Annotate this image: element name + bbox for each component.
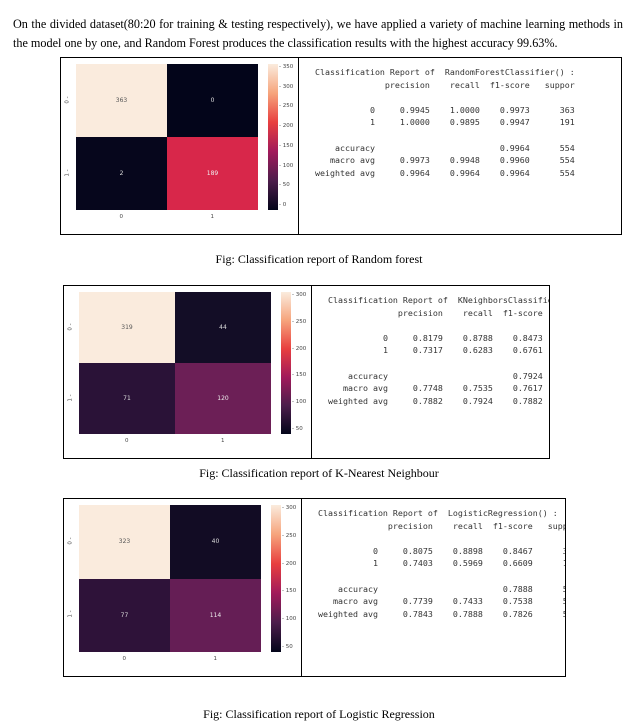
- colorbar: [281, 292, 291, 434]
- matrix-cell: 363: [76, 64, 167, 137]
- figure-3: 323 40 77 114 0 0 - 1 1 - - 300 - 250 - 200 - 150 - …: [63, 498, 566, 677]
- matrix-cell: 44: [175, 292, 271, 363]
- matrix-cell: 189: [167, 137, 258, 210]
- colorbar-tick: - 200: [279, 123, 294, 130]
- colorbar-tick: - 100: [279, 162, 294, 169]
- classification-report-panel: Classification Report of RandomForestCla…: [299, 58, 621, 234]
- confusion-matrix-heatmap: 363 0 2 189: [76, 64, 258, 210]
- colorbar: [271, 505, 281, 652]
- colorbar-tick: - 250: [292, 318, 307, 325]
- y-axis-tick: 1 -: [64, 168, 71, 177]
- matrix-cell: 2: [76, 137, 167, 210]
- y-axis-tick: 1 -: [67, 610, 74, 618]
- colorbar-tick: - 150: [282, 588, 297, 595]
- colorbar-tick: - 100: [292, 399, 307, 406]
- classification-report-text: Classification Report of LogisticRegress…: [318, 508, 565, 619]
- matrix-cell: 71: [79, 363, 175, 434]
- colorbar-tick: - 300: [292, 292, 307, 298]
- figure-caption: Fig: Classification report of Logistic R…: [203, 707, 435, 721]
- x-axis-tick: 1: [210, 214, 215, 220]
- x-axis-tick: 0: [119, 214, 124, 220]
- colorbar-tick: - 50: [292, 426, 303, 432]
- colorbar-tick: - 250: [279, 103, 294, 110]
- colorbar-tick: - 300: [282, 505, 297, 511]
- x-axis-tick: 0: [122, 656, 127, 662]
- figure-caption: Fig: Classification report of Random for…: [215, 252, 423, 266]
- colorbar-tick: - 200: [282, 560, 297, 567]
- colorbar-tick: - 50: [279, 182, 290, 189]
- matrix-cell: 40: [170, 505, 261, 579]
- classification-report-panel: Classification Report of LogisticRegress…: [302, 499, 565, 676]
- colorbar-tick: - 150: [292, 372, 307, 379]
- colorbar: [268, 64, 278, 210]
- y-axis-tick: 0 -: [64, 95, 71, 104]
- x-axis-tick: 1: [221, 438, 225, 444]
- confusion-matrix-panel: 319 44 71 120 0 0 - 1 1 - - 300 - 250 - 200 - 150 - …: [64, 286, 312, 458]
- intro-paragraph: On the divided dataset(80:20 for trainin…: [13, 17, 623, 51]
- colorbar-tick: - 0: [279, 202, 287, 208]
- matrix-cell: 77: [79, 578, 170, 652]
- matrix-cell: 323: [79, 505, 170, 579]
- confusion-matrix-heatmap: 323 40 77 114: [79, 505, 261, 652]
- colorbar-tick: - 250: [282, 532, 297, 539]
- figure-caption: Fig: Classification report of K-Nearest …: [199, 466, 439, 480]
- classification-report-panel: Classification Report of KNeighborsClass…: [312, 286, 549, 458]
- figure-2: 319 44 71 120 0 0 - 1 1 - - 300 - 250 - 200 - 150 - …: [63, 285, 550, 459]
- colorbar-tick: - 350: [279, 64, 294, 70]
- matrix-cell: 319: [79, 292, 175, 363]
- colorbar-tick: - 300: [279, 83, 294, 90]
- x-axis-tick: 1: [213, 656, 218, 662]
- x-axis-tick: 0: [125, 438, 129, 444]
- colorbar-tick: - 200: [292, 345, 307, 352]
- matrix-cell: 114: [170, 578, 261, 652]
- colorbar-tick: - 50: [282, 644, 293, 650]
- matrix-cell: 120: [175, 363, 271, 434]
- confusion-matrix-panel: 323 40 77 114 0 0 - 1 1 - - 300 - 250 - 200 - 150 - …: [64, 499, 302, 676]
- colorbar-tick: - 150: [279, 142, 294, 149]
- y-axis-tick: 0 -: [67, 537, 74, 545]
- y-axis-tick: 0 -: [67, 322, 74, 331]
- classification-report-text: Classification Report of KNeighborsClass…: [328, 295, 549, 406]
- matrix-cell: 0: [167, 64, 258, 137]
- classification-report-text: Classification Report of RandomForestCla…: [315, 67, 575, 178]
- y-axis-tick: 1 -: [67, 393, 74, 402]
- confusion-matrix-heatmap: 319 44 71 120: [79, 292, 271, 434]
- colorbar-tick: - 100: [282, 616, 297, 623]
